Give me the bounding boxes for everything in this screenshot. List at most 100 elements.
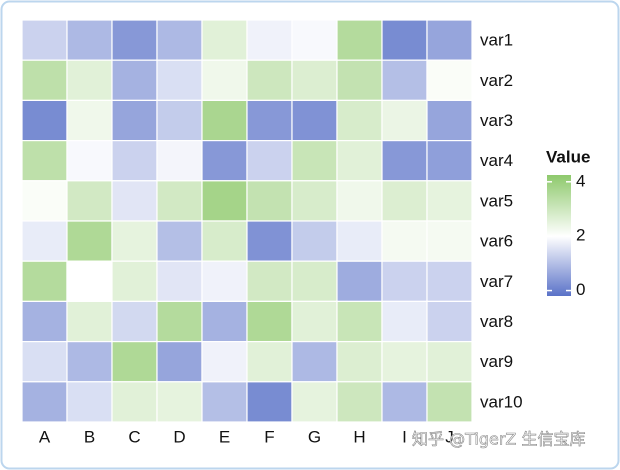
heat-cell: [246, 381, 293, 423]
heat-cell: [291, 180, 338, 222]
heat-cell: [426, 99, 473, 142]
legend-tick-label: 2: [576, 226, 585, 245]
legend-title: Value: [546, 147, 590, 166]
heat-cell: [381, 220, 428, 262]
heat-cell: [246, 19, 293, 61]
heat-cell: [156, 180, 203, 222]
heat-cell: [291, 220, 338, 262]
heat-cell: [201, 180, 248, 222]
heat-cell: [111, 180, 158, 222]
heat-cell: [156, 99, 203, 142]
heat-cell: [426, 140, 473, 182]
heat-cell: [426, 260, 473, 303]
y-tick-label: var6: [480, 232, 513, 251]
heat-cell: [291, 59, 338, 102]
x-tick-label: I: [402, 427, 407, 446]
heat-cell: [21, 260, 68, 303]
y-tick-label: var2: [480, 71, 513, 90]
heat-cell: [66, 341, 113, 383]
heat-cell: [426, 341, 473, 383]
legend-tick-label: 4: [576, 171, 585, 190]
heat-cell: [21, 140, 68, 182]
heat-cell: [246, 59, 293, 102]
y-tick-label: var10: [480, 392, 523, 411]
heat-cell: [291, 99, 338, 142]
heat-cell: [246, 140, 293, 182]
heat-cell: [426, 59, 473, 102]
heat-cell: [111, 260, 158, 303]
x-tick-label: H: [353, 427, 365, 446]
y-tick-label: var8: [480, 312, 513, 331]
heat-cell: [381, 180, 428, 222]
heat-cell: [336, 19, 383, 61]
heat-cell: [21, 300, 68, 343]
heat-cell: [381, 59, 428, 102]
heat-cell: [336, 341, 383, 383]
y-tick-label: var4: [480, 151, 513, 170]
heat-cell: [66, 300, 113, 343]
heat-cell: [66, 99, 113, 142]
heat-cell: [336, 220, 383, 262]
heat-cell: [336, 180, 383, 222]
x-tick-label: G: [308, 427, 321, 446]
heat-cell: [201, 99, 248, 142]
heat-cell: [246, 220, 293, 262]
heat-cell: [381, 99, 428, 142]
heat-cell: [21, 341, 68, 383]
heat-cell: [381, 19, 428, 61]
heat-cell: [381, 260, 428, 303]
heat-cell: [66, 19, 113, 61]
heat-cell: [111, 140, 158, 182]
heat-cell: [201, 260, 248, 303]
heat-cell: [246, 300, 293, 343]
heat-cell: [246, 99, 293, 142]
heat-cell: [111, 19, 158, 61]
heat-cell: [156, 140, 203, 182]
heat-cell: [111, 381, 158, 423]
heat-cell: [66, 220, 113, 262]
y-tick-label: var1: [480, 31, 513, 50]
heat-cell: [111, 220, 158, 262]
heat-cell: [201, 341, 248, 383]
heat-cell: [201, 300, 248, 343]
heat-cell: [426, 220, 473, 262]
heat-cell: [21, 180, 68, 222]
heat-cell: [21, 381, 68, 423]
heat-cell: [336, 140, 383, 182]
heat-cell: [336, 381, 383, 423]
heat-cell: [156, 381, 203, 423]
heat-cell: [21, 19, 68, 61]
heat-cell: [291, 300, 338, 343]
x-tick-label: D: [173, 427, 185, 446]
heat-cell: [381, 381, 428, 423]
heat-cell: [111, 99, 158, 142]
x-tick-label: B: [84, 427, 95, 446]
heat-cell: [66, 59, 113, 102]
watermark: 知乎 @TigerZ 生信宝库: [412, 430, 585, 449]
x-tick-label: A: [39, 427, 51, 446]
heat-cell: [291, 341, 338, 383]
heat-cell: [291, 19, 338, 61]
heat-cell: [201, 59, 248, 102]
y-tick-label: var3: [480, 111, 513, 130]
heat-cell: [246, 180, 293, 222]
heat-cell: [111, 341, 158, 383]
heat-cell: [66, 140, 113, 182]
x-tick-label: J: [445, 427, 454, 446]
heat-cell: [156, 300, 203, 343]
heat-cell: [201, 220, 248, 262]
heat-cell: [336, 260, 383, 303]
x-tick-label: C: [128, 427, 140, 446]
heat-cell: [156, 220, 203, 262]
heat-cell: [291, 140, 338, 182]
heat-cell: [426, 381, 473, 423]
x-tick-label: E: [219, 427, 230, 446]
heat-cell: [21, 99, 68, 142]
y-tick-label: var7: [480, 272, 513, 291]
heat-cell: [426, 19, 473, 61]
heat-cell: [336, 300, 383, 343]
heat-cell: [21, 59, 68, 102]
